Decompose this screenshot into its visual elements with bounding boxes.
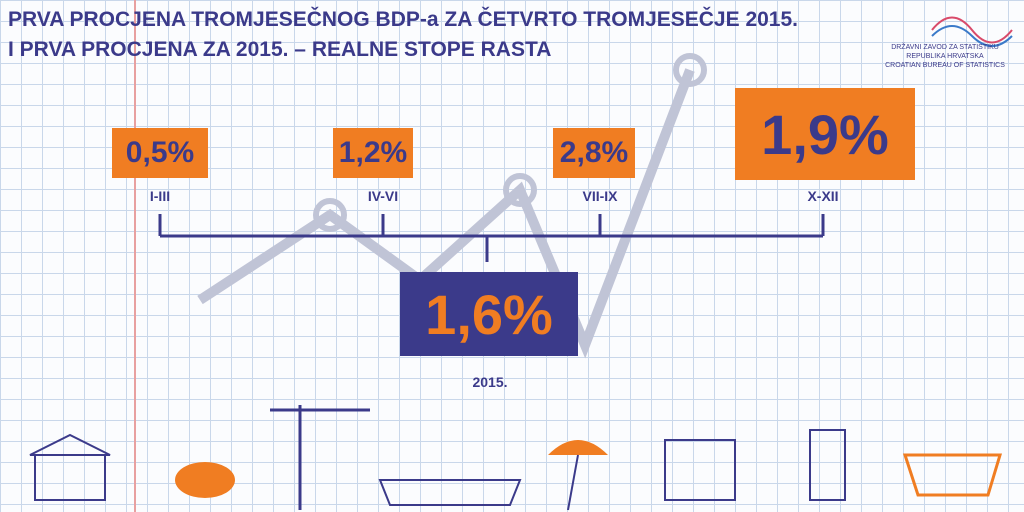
quarter-value: 1,2%: [333, 128, 413, 178]
logo-line: DRŽAVNI ZAVOD ZA STATISTIKU: [891, 44, 999, 51]
title-line: PRVA PROCJENA TROMJESEČNOG BDP-a ZA ČETV…: [8, 8, 799, 31]
logo-line: REPUBLIKA HRVATSKA: [906, 53, 984, 60]
quarter-label: VII-IX: [582, 188, 618, 204]
quarter-value: 2,8%: [553, 128, 635, 178]
annual-value: 1,6%: [400, 272, 578, 356]
logo-line: CROATIAN BUREAU OF STATISTICS: [885, 62, 1005, 69]
quarter-label: IV-VI: [367, 188, 399, 204]
title-line: I PRVA PROCJENA ZA 2015. – REALNE STOPE …: [8, 38, 552, 61]
annual-label: 2015.: [472, 374, 508, 390]
quarter-value: 1,9%: [735, 88, 915, 180]
quarter-label: X-XII: [807, 188, 839, 204]
quarter-value: 0,5%: [112, 128, 208, 178]
quarter-label: I-III: [149, 188, 171, 204]
